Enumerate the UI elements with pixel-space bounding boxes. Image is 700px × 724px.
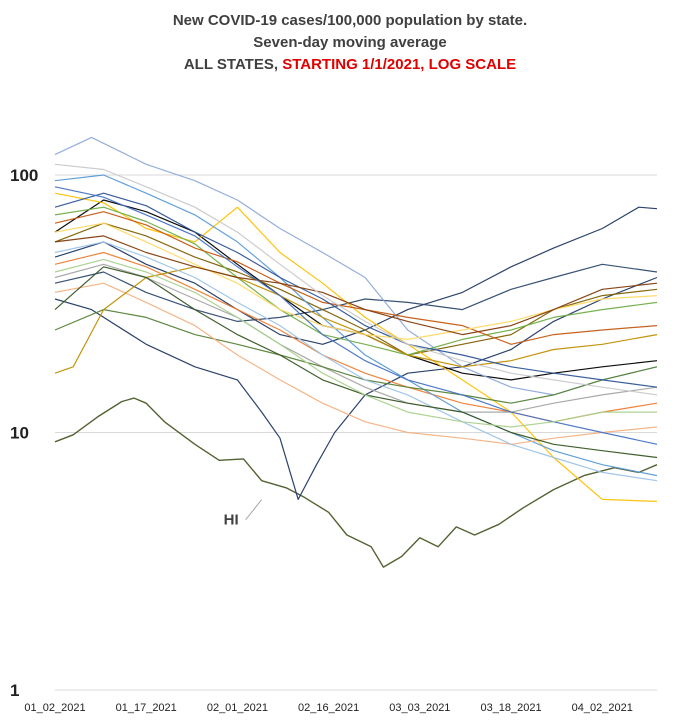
x-tick-label: 01_02_2021 — [24, 702, 85, 714]
series-line — [54, 222, 658, 340]
series-line — [54, 192, 658, 502]
series-line — [54, 235, 658, 336]
series-line — [54, 258, 657, 428]
series-line — [54, 282, 658, 445]
series-line — [54, 163, 658, 396]
series-line-hi — [54, 397, 658, 568]
x-tick-label: 01_17_2021 — [116, 702, 177, 714]
y-tick-label: 100 — [10, 166, 38, 185]
x-axis-ticks: 01_02_2021 01_17_2021 02_01_2021 02_16_2021… — [24, 702, 632, 714]
chart-scale-label: STARTING 1/1/2021, LOG SCALE — [282, 56, 517, 73]
series-line — [54, 263, 658, 413]
series-line — [54, 199, 658, 381]
x-tick-label: 03_03_2021 — [389, 702, 450, 714]
series-line — [54, 136, 658, 396]
series-line — [54, 266, 658, 374]
x-tick-label: 04_02_2021 — [572, 702, 633, 714]
chart-title-block: New COVID-19 cases/100,000 population by… — [0, 10, 700, 76]
annotations: HI — [224, 499, 263, 529]
x-tick-label: 02_01_2021 — [207, 702, 268, 714]
series-line — [54, 263, 658, 322]
chart-title: New COVID-19 cases/100,000 population by… — [172, 12, 528, 29]
series-line — [54, 276, 658, 500]
y-tick-label: 1 — [10, 681, 19, 700]
annotation-label-hi: HI — [224, 512, 239, 529]
x-tick-label: 03_18_2021 — [480, 702, 541, 714]
annotation-leader — [245, 499, 263, 520]
series-line — [54, 266, 658, 459]
grid — [55, 174, 657, 691]
series-line — [54, 206, 658, 356]
y-axis-ticks: 100 10 1 — [10, 166, 38, 700]
chart-scope-line: ALL STATES, STARTING 1/1/2021, LOG SCALE — [0, 54, 700, 76]
chart-scope-label: ALL STATES, — [183, 56, 283, 73]
series-line — [54, 186, 658, 445]
series-line — [54, 192, 658, 388]
series-line — [54, 309, 658, 404]
series-line — [54, 222, 658, 356]
chart-subtitle: Seven-day moving average — [253, 34, 447, 51]
series-line — [54, 241, 658, 482]
series-line — [54, 211, 658, 345]
y-tick-label: 10 — [10, 424, 29, 443]
x-tick-label: 02_16_2021 — [298, 702, 359, 714]
series-line — [54, 174, 658, 477]
series-lines — [54, 136, 658, 568]
